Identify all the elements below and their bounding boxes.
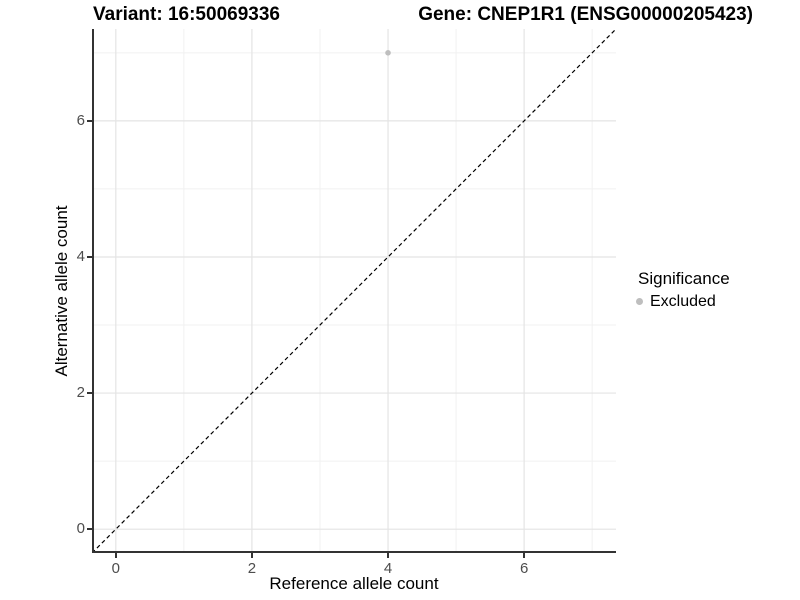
- x-axis-title: Reference allele count: [269, 574, 439, 593]
- data-point: [385, 50, 391, 56]
- y-tick-label: 2: [76, 384, 85, 402]
- y-tick-mark: [87, 528, 92, 531]
- legend: Significance Excluded: [634, 268, 730, 312]
- x-tick-mark: [523, 553, 526, 558]
- plot-area-svg: [92, 29, 616, 553]
- y-axis-title: Alternative allele count: [52, 205, 71, 377]
- plot-title-gene: Gene: CNEP1R1 (ENSG00000205423): [418, 4, 753, 25]
- legend-title: Significance: [638, 269, 730, 288]
- y-tick-mark: [87, 255, 92, 258]
- plot-title-variant: Variant: 16:50069336: [93, 4, 280, 25]
- y-tick-label: 6: [76, 111, 85, 129]
- y-tick-label: 0: [76, 520, 85, 538]
- plot-panel: [92, 29, 616, 553]
- x-tick-mark: [250, 553, 253, 558]
- legend-label: Excluded: [650, 293, 716, 310]
- x-tick-label: 0: [111, 560, 120, 577]
- x-tick-mark: [387, 553, 390, 558]
- x-tick-mark: [114, 553, 117, 558]
- y-tick-label: 4: [76, 247, 85, 265]
- x-tick-label: 2: [247, 560, 257, 577]
- legend-items: Excluded: [634, 291, 730, 312]
- x-tick-label: 4: [383, 560, 393, 577]
- legend-item: Excluded: [634, 291, 730, 312]
- identity-line: [92, 29, 616, 553]
- x-tick-label: 6: [519, 560, 529, 577]
- legend-point-icon: [636, 298, 643, 305]
- y-tick-mark: [87, 392, 92, 395]
- y-tick-mark: [87, 119, 92, 122]
